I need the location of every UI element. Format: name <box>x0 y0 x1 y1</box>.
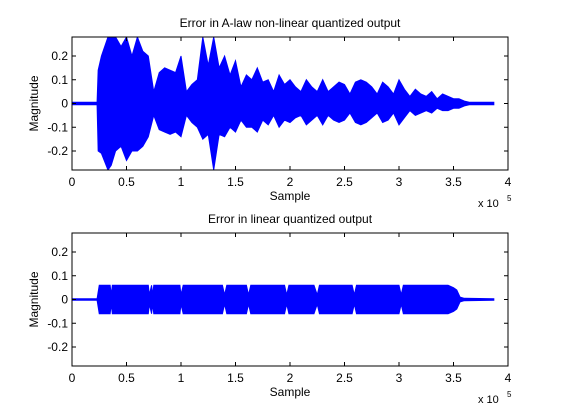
x-tick-label: 3 <box>396 175 403 189</box>
x-tick-label: 3.5 <box>445 371 462 385</box>
x-tick-label: 1 <box>178 371 185 385</box>
x-tick-label: 2 <box>287 175 294 189</box>
x-axis-exponent: x 10 <box>478 198 499 210</box>
subplot-alaw-error: 0 0.5 1 1.5 2 2.5 3 3.5 4 -0.2 -0.1 0 0.1 0.2 Error in… <box>27 16 512 210</box>
y-tick-label: 0 <box>61 293 68 307</box>
y-tick-label: -0.1 <box>47 316 68 330</box>
chart-title: Error in A-law non-linear quantized outp… <box>180 16 401 30</box>
x-tick-label: 0.5 <box>118 371 135 385</box>
x-tick-label: 1.5 <box>227 175 244 189</box>
x-tick-label: 1.5 <box>227 371 244 385</box>
x-axis-label: Sample <box>270 385 311 399</box>
x-axis-exponent-power: 5 <box>507 390 512 399</box>
y-tick-label: 0 <box>61 97 68 111</box>
x-tick-label: 1 <box>178 175 185 189</box>
x-tick-label: 2.5 <box>336 175 353 189</box>
x-tick-label: 0 <box>69 175 76 189</box>
x-axis-exponent: x 10 <box>478 394 499 406</box>
y-axis-label: Magnitude <box>27 75 41 131</box>
x-tick-label: 0 <box>69 371 76 385</box>
x-axis-label: Sample <box>270 189 311 203</box>
x-tick-label: 3 <box>396 371 403 385</box>
y-tick-label: -0.2 <box>47 144 68 158</box>
y-tick-label: 0.1 <box>51 269 68 283</box>
x-tick-label: 4 <box>505 175 512 189</box>
y-tick-label: 0.1 <box>51 73 68 87</box>
y-tick-label: -0.2 <box>47 340 68 354</box>
x-tick-label: 4 <box>505 371 512 385</box>
y-tick-label: -0.1 <box>47 120 68 134</box>
y-axis-label: Magnitude <box>27 271 41 327</box>
y-tick-label: 0.2 <box>51 49 68 63</box>
x-tick-label: 2 <box>287 371 294 385</box>
x-axis-exponent-power: 5 <box>507 194 512 203</box>
y-tick-label: 0.2 <box>51 245 68 259</box>
subplot-linear-error: 0 0.5 1 1.5 2 2.5 3 3.5 4 -0.2 -0.1 0 0.1 0.2 Error in… <box>27 212 512 406</box>
x-tick-label: 3.5 <box>445 175 462 189</box>
x-tick-label: 0.5 <box>118 175 135 189</box>
x-tick-label: 2.5 <box>336 371 353 385</box>
chart-title: Error in linear quantized output <box>208 212 373 226</box>
